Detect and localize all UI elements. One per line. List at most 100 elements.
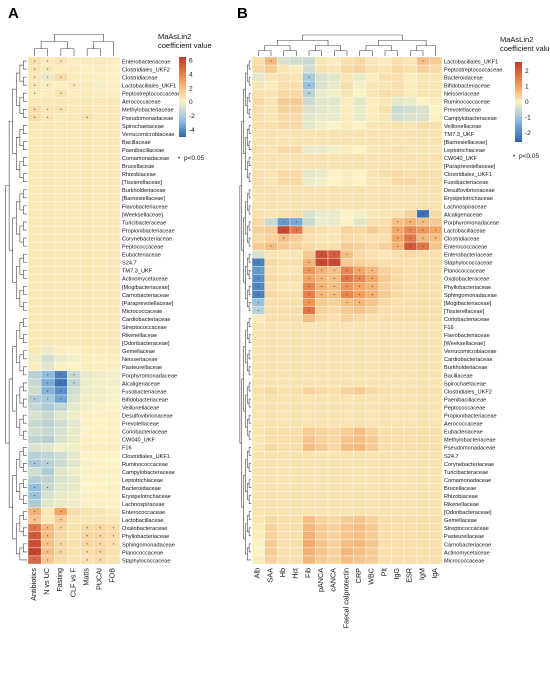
heatmap-cell xyxy=(403,531,417,541)
heatmap-cell xyxy=(27,185,42,194)
heatmap-cell xyxy=(93,217,108,227)
heatmap-cell xyxy=(429,322,443,331)
row-label-eubacteriaceae: Eubacteriaceae xyxy=(444,430,483,436)
heatmap-cell xyxy=(80,298,94,307)
heatmap-cell xyxy=(340,427,354,436)
heatmap-cell xyxy=(289,418,303,428)
heatmap-cell xyxy=(40,89,55,98)
heatmap-cell xyxy=(93,314,108,323)
significance-dot xyxy=(333,293,335,295)
heatmap-cell xyxy=(67,330,81,339)
row-label-oxalobacteraceae: Oxalobacteraceae xyxy=(122,526,167,532)
heatmap-cell xyxy=(40,427,55,436)
heatmap-cell xyxy=(403,258,417,267)
heatmap-cell xyxy=(340,72,354,82)
column-dendrogram-branch xyxy=(283,50,297,56)
column-label-fob: FOB xyxy=(108,568,117,583)
heatmap-cell xyxy=(391,547,405,557)
heatmap-cell xyxy=(67,435,81,444)
heatmap-cell xyxy=(365,209,379,219)
significance-dot xyxy=(359,277,361,279)
heatmap-cell xyxy=(353,410,367,420)
heatmap-cell xyxy=(264,113,278,122)
heatmap-cell xyxy=(80,193,94,203)
significance-dot xyxy=(34,535,36,537)
heatmap-cell xyxy=(340,483,354,492)
heatmap-cell xyxy=(365,459,379,468)
heatmap-cell xyxy=(315,56,329,66)
row-dendrogram-branch xyxy=(248,173,251,183)
row-label-gemellaceae: Gemellaceae xyxy=(122,349,155,355)
row-label-pasteurellaceae: Pasteurellaceae xyxy=(122,365,162,371)
heatmap-cell xyxy=(340,338,354,347)
row-dendrogram-branch xyxy=(245,394,248,428)
heatmap-cell xyxy=(289,161,303,170)
significance-dot xyxy=(333,285,335,287)
heatmap-cell xyxy=(80,459,94,468)
heatmap-cell xyxy=(340,322,354,331)
heatmap-cell xyxy=(289,249,303,259)
column-label-clf-vs-f: CLF vs F xyxy=(68,567,77,597)
significance-dot xyxy=(47,551,49,553)
row-dendrogram-branch xyxy=(248,350,251,360)
heatmap-cell xyxy=(251,467,265,476)
heatmap-cell xyxy=(54,161,68,170)
heatmap-cell xyxy=(93,386,108,396)
row-label-sphingomonadaceae: Sphingomonadaceae xyxy=(444,293,497,299)
heatmap-cell xyxy=(378,249,392,259)
heatmap-cell xyxy=(54,475,68,484)
heatmap-cell xyxy=(403,161,417,170)
heatmap-cell xyxy=(340,169,354,178)
row-label-clostridiales-ukf2: Clostridiales_UKF2 xyxy=(122,67,170,73)
heatmap-cell xyxy=(416,483,430,492)
heatmap-cell xyxy=(353,89,367,98)
heatmap-cell xyxy=(106,72,121,82)
heatmap-cell xyxy=(251,539,265,549)
row-dendrogram-branch xyxy=(248,109,251,118)
significance-dot xyxy=(346,301,348,304)
heatmap-cell xyxy=(403,435,417,444)
heatmap-cell xyxy=(40,258,55,267)
row-dendrogram-branch xyxy=(19,161,24,179)
heatmap-cell xyxy=(378,64,392,74)
heatmap-cell xyxy=(378,515,392,524)
heatmap-cell xyxy=(403,249,417,259)
row-label-spirochaetaceae: Spirochaetaceae xyxy=(444,381,486,387)
heatmap-cell xyxy=(289,241,303,251)
heatmap-cell xyxy=(353,249,367,259)
heatmap-cell xyxy=(251,475,265,484)
heatmap-cell xyxy=(93,459,108,468)
heatmap-cell xyxy=(378,89,392,98)
heatmap-cell xyxy=(378,386,392,396)
heatmap-cell xyxy=(340,491,354,500)
heatmap-cell xyxy=(67,169,81,178)
row-label-flavobacteriaceae: Flavobacteriaceae xyxy=(122,204,168,210)
significance-dot xyxy=(34,551,36,553)
heatmap-cell xyxy=(264,483,278,492)
heatmap-cell xyxy=(327,451,341,460)
row-label-mogibacteriaceae: [Mogibacteriaceae] xyxy=(122,285,170,291)
heatmap-cell xyxy=(429,475,443,484)
row-label-streptococcaceae: Streptococcaceae xyxy=(444,526,489,532)
heatmap-cell xyxy=(40,161,55,170)
heatmap-cell xyxy=(353,499,367,508)
heatmap-cell xyxy=(416,386,430,396)
heatmap-cell xyxy=(106,330,121,339)
heatmap-cell xyxy=(416,161,430,170)
heatmap-cell xyxy=(106,80,121,90)
heatmap-cell xyxy=(80,467,94,476)
heatmap-cell xyxy=(277,249,291,259)
heatmap-cell xyxy=(429,386,443,396)
significance-dot xyxy=(308,301,310,304)
heatmap-cell xyxy=(315,410,329,420)
row-dendrogram-branch xyxy=(246,257,250,275)
heatmap-cell xyxy=(416,177,430,186)
heatmap-cell xyxy=(315,322,329,331)
legend-a-tick-label: -2 xyxy=(189,113,195,120)
row-dendrogram-branch xyxy=(248,430,251,440)
heatmap-cell xyxy=(277,105,291,114)
heatmap-cell xyxy=(251,555,265,565)
row-dendrogram-branch xyxy=(248,221,251,231)
heatmap-cell xyxy=(315,531,329,541)
row-label-veillonellaceae: Veillonellaceae xyxy=(122,405,159,411)
